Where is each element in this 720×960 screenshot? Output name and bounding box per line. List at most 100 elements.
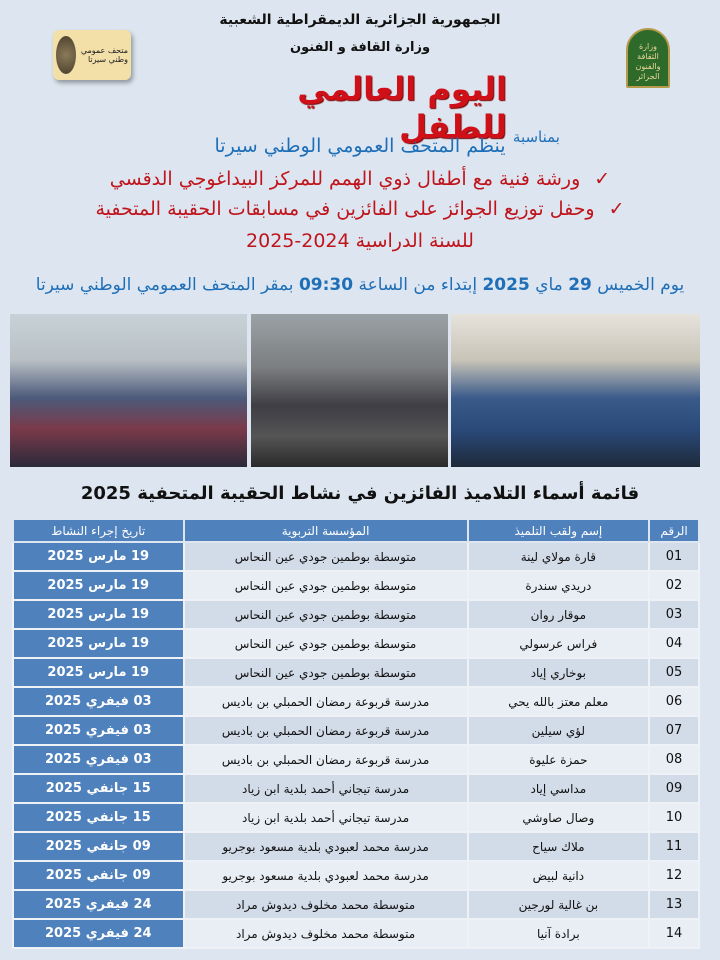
item-ceremony: ✓ وحفل توزيع الجوائز على الفائزين في مساب…: [0, 198, 720, 220]
activity-date: 19 مارس 2025: [12, 541, 185, 572]
activity-date: 19 مارس 2025: [12, 570, 185, 601]
table-header: الرقم إسم ولقب التلميذ المؤسسة التربوية …: [12, 518, 700, 543]
event-title: بمناسبة اليوم العالمي للطفل: [180, 70, 560, 146]
time: 09:30: [298, 275, 354, 295]
table-title: قائمة أسماء التلاميذ الفائزين في نشاط ال…: [80, 483, 640, 504]
header-name: إسم ولقب التلميذ: [466, 518, 651, 543]
republic-heading: الجمهورية الجزائرية الديمقراطية الشعبية: [219, 12, 501, 28]
row-number: 05: [648, 657, 700, 688]
institution: متوسطة بوطمين جودي عين النحاس: [182, 599, 469, 630]
table-row: 14 برادة آنيا متوسطة محمد مخلوف ديدوش مراد…: [12, 918, 700, 949]
row-number: 01: [648, 541, 700, 572]
activity-date: 09 جانفي 2025: [12, 860, 185, 891]
checkmark-icon: ✓: [608, 198, 625, 220]
student-name: حمزة عليوة: [466, 744, 651, 775]
student-name: مداسي إياد: [466, 773, 651, 804]
student-name: موقار روان: [466, 599, 651, 630]
activity-date: 15 جانفي 2025: [12, 802, 185, 833]
from: إبتداء من الساعة: [353, 275, 483, 295]
student-name: دريدي سندرة: [466, 570, 651, 601]
header-institution: المؤسسة التربوية: [182, 518, 469, 543]
table-row: 05 بوخاري إياد متوسطة بوطمين جودي عين النح…: [12, 657, 700, 688]
institution: متوسطة بوطمين جودي عين النحاس: [182, 570, 469, 601]
organizer-line: ينظم المتحف العمومي الوطني سيرتا: [214, 135, 506, 157]
main-title: اليوم العالمي للطفل: [297, 70, 507, 146]
museum-cirta-logo: متحف عمومي وطني سيرتا: [53, 30, 131, 80]
table-row: 01 قارة مولاي لينة متوسطة بوطمين جودي عين …: [12, 541, 700, 572]
activity-date: 24 فيفري 2025: [12, 889, 185, 920]
ministry-heading: وزارة القافة و الفنون: [289, 40, 431, 55]
institution: مدرسة قربوعة رمضان الحمبلي بن باديس: [182, 686, 469, 717]
occasion-label: بمناسبة: [512, 128, 560, 146]
table-row: 09 مداسي إياد مدرسة تيجاني أحمد بلدية ابن …: [12, 773, 700, 804]
activity-date: 24 فيفري 2025: [12, 918, 185, 949]
table-row: 12 دانية لبيض مدرسة محمد لعبودي بلدية مسعو…: [12, 860, 700, 891]
row-number: 09: [648, 773, 700, 804]
activity-date: 03 فيفري 2025: [12, 744, 185, 775]
institution: متوسطة محمد مخلوف ديدوش مراد: [182, 889, 469, 920]
student-name: بوخاري إياد: [466, 657, 651, 688]
logo-text: متحف عمومي وطني سيرتا: [80, 46, 128, 64]
photo-classroom-2: [251, 314, 448, 467]
photo-classroom-1: [10, 314, 247, 467]
row-number: 13: [648, 889, 700, 920]
student-name: فراس عرسولي: [466, 628, 651, 659]
row-number: 08: [648, 744, 700, 775]
checkmark-icon: ✓: [594, 168, 611, 190]
school-year-text: للسنة الدراسية 2024-2025: [246, 230, 474, 252]
row-number: 02: [648, 570, 700, 601]
table-row: 03 موقار روان متوسطة بوطمين جودي عين النحا…: [12, 599, 700, 630]
activity-date: 03 فيفري 2025: [12, 686, 185, 717]
student-name: وصال صاوشي: [466, 802, 651, 833]
institution: مدرسة قربوعة رمضان الحمبلي بن باديس: [182, 744, 469, 775]
student-name: معلم معتز بالله يحي: [466, 686, 651, 717]
institution: مدرسة تيجاني أحمد بلدية ابن زياد: [182, 802, 469, 833]
row-number: 04: [648, 628, 700, 659]
row-number: 07: [648, 715, 700, 746]
row-number: 06: [648, 686, 700, 717]
month: ماي: [529, 275, 569, 295]
row-number: 14: [648, 918, 700, 949]
activity-date: 19 مارس 2025: [12, 599, 185, 630]
row-number: 10: [648, 802, 700, 833]
table-row: 04 فراس عرسولي متوسطة بوطمين جودي عين النح…: [12, 628, 700, 659]
student-name: بن غالية لورجين: [466, 889, 651, 920]
winners-table: الرقم إسم ولقب التلميذ المؤسسة التربوية …: [12, 518, 700, 949]
item-workshop: ✓ ورشة فنية مع أطفال ذوي الهمم للمركز الب…: [0, 168, 720, 190]
institution: متوسطة بوطمين جودي عين النحاس: [182, 657, 469, 688]
table-row: 07 لؤي سيلين مدرسة قربوعة رمضان الحمبلي بن…: [12, 715, 700, 746]
student-name: دانية لبيض: [466, 860, 651, 891]
student-name: لؤي سيلين: [466, 715, 651, 746]
header-number: الرقم: [648, 518, 700, 543]
institution: مدرسة تيجاني أحمد بلدية ابن زياد: [182, 773, 469, 804]
table-row: 10 وصال صاوشي مدرسة تيجاني أحمد بلدية ابن …: [12, 802, 700, 833]
year: 2025: [482, 275, 530, 295]
institution: مدرسة قربوعة رمضان الحمبلي بن باديس: [182, 715, 469, 746]
row-number: 03: [648, 599, 700, 630]
table-row: 11 ملاك سياح مدرسة محمد لعبودي بلدية مسعود…: [12, 831, 700, 862]
ministry-logo: وزارة الثقافة والفنون الجزائر: [626, 28, 670, 88]
institution: متوسطة محمد مخلوف ديدوش مراد: [182, 918, 469, 949]
institution: متوسطة بوطمين جودي عين النحاس: [182, 628, 469, 659]
day: 29: [568, 275, 592, 295]
institution: مدرسة محمد لعبودي بلدية مسعود بوجريو: [182, 831, 469, 862]
school-year: للسنة الدراسية 2024-2025: [0, 230, 720, 252]
activity-date: 15 جانفي 2025: [12, 773, 185, 804]
photo-classroom-3: [451, 314, 700, 467]
header-date: تاريخ إجراء النشاط: [12, 518, 185, 543]
when-pre: يوم الخميس: [591, 275, 685, 295]
activity-date: 03 فيفري 2025: [12, 715, 185, 746]
activity-date: 19 مارس 2025: [12, 657, 185, 688]
student-name: ملاك سياح: [466, 831, 651, 862]
row-number: 11: [648, 831, 700, 862]
item-text: وحفل توزيع الجوائز على الفائزين في مسابق…: [95, 198, 595, 220]
item-text: ورشة فنية مع أطفال ذوي الهمم للمركز البي…: [109, 168, 581, 190]
student-name: قارة مولاي لينة: [466, 541, 651, 572]
table-row: 06 معلم معتز بالله يحي مدرسة قربوعة رمضان …: [12, 686, 700, 717]
place: بمقر المتحف العمومي الوطني سيرتا: [35, 275, 299, 295]
table-row: 13 بن غالية لورجين متوسطة محمد مخلوف ديدوش…: [12, 889, 700, 920]
institution: متوسطة بوطمين جودي عين النحاس: [182, 541, 469, 572]
coin-image: [56, 36, 76, 74]
table-row: 08 حمزة عليوة مدرسة قربوعة رمضان الحمبلي ب…: [12, 744, 700, 775]
event-datetime: يوم الخميس 29 ماي 2025 إبتداء من الساعة …: [0, 275, 720, 295]
